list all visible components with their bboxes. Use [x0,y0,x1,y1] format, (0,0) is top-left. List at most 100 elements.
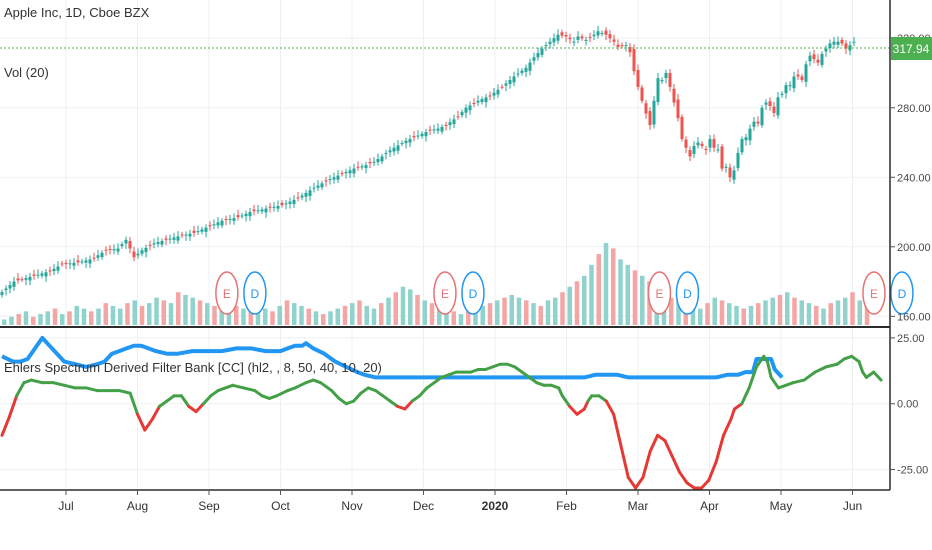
time-tick-label: Nov [341,499,362,513]
indicator-axis[interactable]: 25.00 0.00 -25.00 [890,333,928,477]
filter-line-segment [754,354,766,369]
candle-body [180,234,184,236]
price-tick-label: 200.00 [897,242,931,254]
candle-body [488,95,492,97]
earnings-marker[interactable] [433,271,457,315]
candle-body [4,288,8,291]
volume-bar [763,300,768,325]
candle-body [140,250,144,254]
volume-bar [342,305,348,325]
candle-body [764,102,768,105]
dividend-marker-label: D [898,287,907,301]
candle-body [708,139,712,148]
volume-bar [371,308,377,325]
earnings-marker[interactable] [215,271,239,315]
candle-body [524,67,528,72]
indicator-title[interactable]: Ehlers Spectrum Derived Filter Bank [CC]… [4,360,382,375]
candle-body [116,248,120,252]
volume-bar [437,305,442,325]
candle-body [164,238,168,240]
candle-body [752,121,756,127]
candle-body [428,129,432,131]
volume-bar [110,305,116,325]
volume-bar [205,303,210,325]
candle-body [748,128,752,141]
candle-body [204,227,208,232]
dividend-marker[interactable] [243,271,267,315]
candle-body [200,229,204,232]
candle-body [580,36,584,39]
candle-body [632,49,636,72]
candle-body [780,93,784,95]
filter-line-segment [626,475,638,490]
candle-body [724,166,728,168]
candle-body [144,247,148,253]
candle-body [308,190,312,196]
filter-line-segment [62,383,77,390]
filter-line-segment [293,381,308,390]
time-tick-label: Aug [127,499,148,513]
candle-body [476,100,480,103]
volume-bar [509,294,514,325]
symbol-title[interactable]: Apple Inc, 1D, Cboe BZX [4,5,150,20]
candle-body [620,45,624,47]
dividend-marker[interactable] [890,271,914,315]
volume-bar [814,305,819,325]
candle-body [60,263,64,265]
earnings-marker[interactable] [862,271,886,315]
filter-line-segment [520,370,531,379]
volume-bar [45,311,50,325]
filter-line-segment [425,381,436,390]
candle-body [56,266,60,271]
volume-bar [676,300,681,325]
candle-body [360,166,364,168]
volume-bar [277,305,282,325]
indicator-tick-label: -25.00 [897,465,928,477]
candle-body [356,166,360,168]
filter-line-segment [253,389,264,398]
volume-bar [705,303,710,325]
candle-body [136,253,140,256]
candle-body [196,231,200,233]
filter-line-segment [374,389,385,398]
time-axis[interactable]: Jul Aug Sep Oct Nov Dec 2020 Feb Mar Apr May Jun [58,490,862,513]
volume-bar [777,294,783,325]
filter-line-segment [330,389,341,400]
dividend-marker[interactable] [461,271,485,315]
volume-legend[interactable]: Vol (20) [4,65,49,80]
filter-line-segment [575,407,586,416]
candle-body [268,206,272,208]
volume-bar [480,305,485,325]
candle-body [256,210,260,212]
candle-body [100,252,104,258]
earnings-marker[interactable] [647,271,672,315]
dividend-marker[interactable] [675,271,700,315]
candle-body [296,197,300,199]
candle-body [280,202,284,206]
candle-body [468,105,472,111]
candle-body [68,263,72,265]
candle-body [300,195,304,198]
earnings-marker-label: E [223,287,231,301]
candle-body [784,85,788,94]
volume-bar [864,303,870,325]
candle-body [244,213,248,217]
candle-body [176,236,180,241]
candle-body [668,72,672,87]
candle-body [312,187,316,189]
volume-bar [785,292,790,325]
filter-line-segment [619,444,630,479]
filter-line-segment [527,375,539,385]
volume-bar [574,281,580,325]
volume-bar [226,311,232,325]
volume-bar [538,305,543,325]
volume-bar [176,292,181,325]
volume-bar [596,253,601,325]
filter-line-segment [513,365,524,374]
filter-line-segment [765,360,773,379]
candle-body [420,133,424,137]
filter-line-segment [403,399,414,411]
volume-bar [502,297,507,325]
